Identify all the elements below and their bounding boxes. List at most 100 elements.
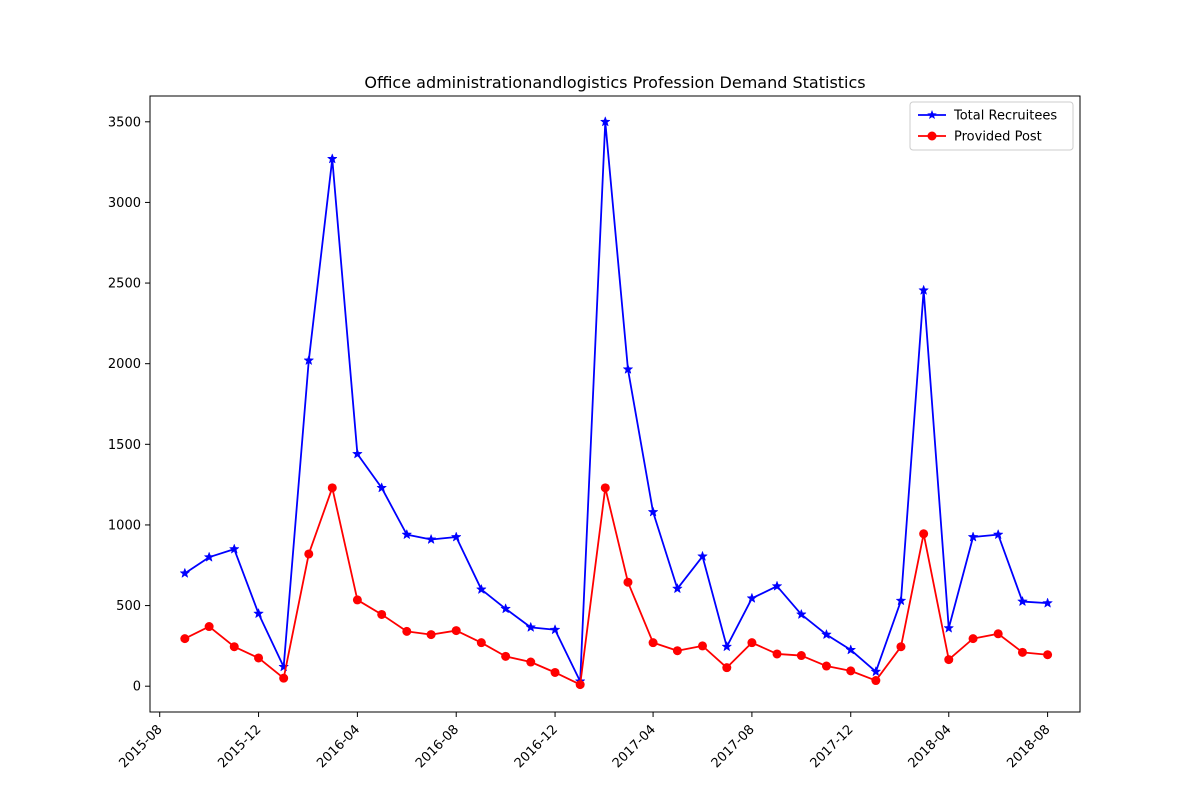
series-layer — [179, 116, 1054, 690]
plot-area — [149, 95, 1081, 713]
data-point-star — [525, 621, 537, 632]
x-tick-label: 2017-08 — [709, 722, 758, 771]
data-point-star — [967, 531, 979, 542]
data-point-star — [918, 284, 930, 295]
data-point-star — [228, 543, 240, 554]
data-point-circle — [229, 642, 239, 652]
data-point-circle — [575, 680, 585, 690]
x-tick-label: 2016-12 — [512, 722, 561, 771]
data-point-star — [179, 567, 191, 578]
data-point-star — [401, 528, 413, 540]
data-point-circle — [377, 609, 387, 619]
x-tick-label: 2015-12 — [215, 722, 264, 771]
data-point-star — [845, 644, 857, 655]
data-point-circle — [919, 529, 929, 539]
data-point-star — [1042, 597, 1054, 608]
data-point-star — [795, 608, 807, 620]
data-point-star — [203, 551, 215, 562]
y-tick-label: 500 — [116, 599, 141, 614]
x-tick-label: 2016-08 — [413, 722, 462, 771]
data-point-circle — [204, 622, 214, 632]
data-point-star — [450, 531, 462, 542]
data-point-star — [500, 603, 512, 614]
data-point-circle — [846, 666, 856, 676]
data-point-circle — [254, 653, 264, 663]
data-point-circle — [896, 642, 906, 652]
data-point-circle — [327, 483, 337, 493]
data-point-circle — [352, 595, 362, 605]
x-tick-label: 2017-12 — [808, 722, 857, 771]
data-point-circle — [600, 483, 610, 493]
data-point-star — [746, 592, 758, 603]
x-tick-label: 2015-08 — [117, 722, 166, 771]
x-tick-label: 2016-04 — [314, 722, 363, 771]
data-point-circle — [944, 655, 954, 665]
y-tick-label: 2500 — [108, 277, 141, 292]
data-point-circle — [821, 661, 831, 671]
data-point-circle — [672, 646, 682, 656]
data-point-star — [943, 622, 955, 633]
data-point-circle — [279, 673, 289, 683]
data-point-circle — [451, 626, 461, 636]
y-axis: 0 500 1000 1500 2000 2500 3000 3500 — [108, 115, 150, 695]
data-point-circle — [550, 667, 560, 677]
y-tick-label: 0 — [133, 680, 141, 695]
data-point-star — [253, 607, 264, 619]
data-point-star — [721, 640, 733, 652]
data-point-circle — [772, 649, 782, 659]
data-point-circle — [501, 651, 511, 661]
data-point-circle — [722, 663, 732, 673]
data-point-circle — [871, 676, 881, 686]
data-point-star — [697, 550, 708, 562]
data-point-circle — [968, 634, 978, 644]
series-line — [184, 486, 1048, 686]
legend-label: Total Recruitees — [953, 109, 1057, 124]
y-tick-label: 3000 — [108, 196, 141, 211]
legend-star-marker — [927, 110, 937, 120]
series-provided-post — [180, 483, 1053, 690]
series-total-recruitees — [179, 116, 1054, 686]
data-point-star — [821, 628, 832, 640]
legend: Total Recruitees Provided Post — [909, 101, 1074, 151]
data-point-star — [671, 582, 683, 594]
data-point-star — [599, 116, 611, 127]
data-point-circle — [697, 641, 707, 651]
data-point-circle — [993, 629, 1003, 639]
data-point-circle — [476, 638, 486, 648]
y-tick-label: 2000 — [108, 357, 141, 372]
data-point-circle — [426, 630, 436, 640]
data-point-star — [278, 661, 290, 672]
data-point-circle — [796, 651, 806, 661]
data-point-circle — [304, 549, 314, 559]
data-point-circle — [747, 638, 757, 648]
legend-circle-marker — [927, 131, 937, 141]
data-point-star — [425, 533, 437, 545]
legend-label: Provided Post — [954, 130, 1042, 145]
series-line — [184, 120, 1048, 683]
data-point-circle — [402, 626, 412, 636]
data-point-circle — [526, 657, 536, 667]
data-point-star — [870, 665, 882, 677]
x-tick-label: 2018-08 — [1004, 722, 1053, 771]
data-point-circle — [648, 638, 658, 648]
legend-box — [909, 101, 1074, 151]
data-point-circle — [1017, 647, 1027, 657]
y-tick-label: 1000 — [108, 518, 141, 533]
data-point-star — [376, 482, 388, 493]
data-point-star — [326, 153, 338, 164]
data-point-circle — [180, 634, 190, 644]
data-point-star — [549, 624, 561, 635]
data-point-star — [992, 528, 1004, 540]
data-point-star — [895, 595, 907, 606]
data-point-star — [351, 448, 363, 459]
data-point-star — [1017, 595, 1028, 607]
x-axis: 2015-08 2015-12 2016-04 2016-08 2016-12 2017-… — [117, 712, 1053, 771]
data-point-star — [622, 363, 634, 374]
data-point-circle — [623, 577, 633, 587]
x-tick-label: 2017-04 — [610, 722, 659, 771]
data-point-star — [303, 354, 315, 366]
y-tick-label: 3500 — [108, 115, 141, 130]
chart-title: Office administrationandlogistics Profes… — [364, 73, 865, 92]
data-point-star — [475, 583, 487, 595]
